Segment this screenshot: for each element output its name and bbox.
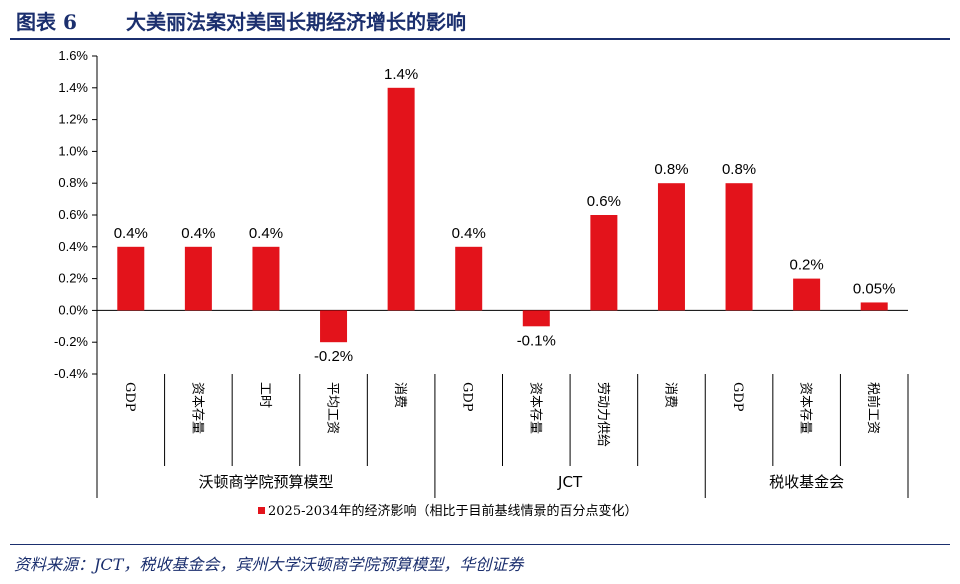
title-rule [10,38,950,40]
category-label: 资本存量 [527,382,542,434]
y-tick-label: 1.2% [58,112,88,127]
data-label: 0.4% [452,225,486,242]
y-tick-label: 1.6% [58,48,88,63]
data-label: -0.2% [314,348,353,365]
category-label: 劳动力供给 [595,382,611,447]
data-label: 0.05% [853,280,896,297]
figure-header: 图表 6 大美丽法案对美国长期经济增长的影响 [10,4,950,34]
data-label: 0.8% [722,161,756,178]
data-label: 0.4% [181,225,215,242]
y-tick-label: 0.6% [58,207,88,222]
bar [725,183,753,311]
source-note: 资料来源：JCT，税收基金会，宾州大学沃顿商学院预算模型，华创证券 [14,555,524,574]
bar [387,87,415,311]
legend-swatch [258,507,265,514]
bar-chart: -0.4% -0.2% 0.0% 0.2% 0.4% 0.6% 0.8% 1.0% 1.2% 1.… [54,48,909,519]
figure-title: 大美丽法案对美国长期经济增长的影响 [126,10,466,34]
y-tick-label: 0.4% [58,239,88,254]
category-label: GDP [122,382,137,412]
legend-label: 2025-2034年的经济影响（相比于目前基线情景的百分点变化） [268,503,638,519]
bar [590,215,618,311]
y-tick-label: 1.0% [58,143,88,158]
data-label: 0.4% [249,225,283,242]
data-label: 0.2% [790,257,824,274]
category-label: 消费 [662,382,677,408]
category-label: 工时 [257,382,272,408]
category-label: 资本存量 [798,382,813,434]
y-tick-label: -0.4% [54,366,88,381]
bar [252,246,280,311]
category-label: 资本存量 [189,382,204,434]
category-label: 税前工资 [865,382,881,434]
data-label: 0.6% [587,193,621,210]
data-label: 0.8% [654,161,688,178]
group-label: 税收基金会 [769,473,844,491]
y-tick-label: 0.0% [58,302,88,317]
y-tick-label: 0.8% [58,175,88,190]
bar [860,302,888,311]
bar [320,310,348,343]
bar [522,310,550,327]
y-tick-label: 1.4% [58,80,88,95]
y-tick-label: 0.2% [58,271,88,286]
group-label: 沃顿商学院预算模型 [198,473,333,491]
data-label: 0.4% [114,225,148,242]
y-tick-label: -0.2% [54,334,88,349]
category-label: 消费 [392,382,407,408]
bar [657,183,685,311]
bar [455,246,483,311]
figure-label: 图表 6 [16,10,77,34]
data-label: 1.4% [384,66,418,83]
category-label: GDP [460,382,475,412]
group-label: JCT [557,473,583,491]
category-label: 平均工资 [325,382,340,434]
footer-rule [10,544,950,545]
bar [117,246,145,311]
data-label: -0.1% [517,332,556,349]
bar [793,278,821,311]
bar [184,246,212,311]
category-label: GDP [730,382,745,412]
